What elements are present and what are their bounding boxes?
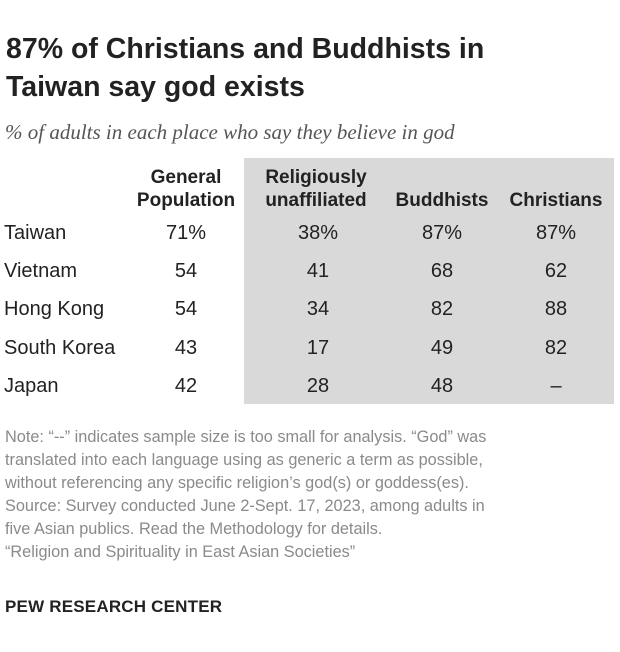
row-label-south-korea: South Korea (4, 337, 116, 359)
cell-vietnam-christians: 62 (544, 260, 568, 282)
pew-research-center-logo-text: PEW RESEARCH CENTER (5, 597, 223, 616)
cell-taiwan-buddhists: 87% (421, 222, 463, 244)
chart-title-line-1: 87% of Christians and Buddhists in (6, 33, 485, 65)
cell-south-korea-buddhists: 49 (430, 337, 454, 359)
column-header-general-population: General Population (124, 166, 248, 212)
column-header-line-2: unaffiliated (265, 190, 367, 211)
note-line: Note: “--” indicates sample size is too … (5, 428, 487, 446)
row-label-japan: Japan (4, 375, 59, 397)
column-header-christians: Christians (498, 166, 614, 212)
column-header-line-1: General (150, 167, 222, 188)
column-header-line-1: Religiously (265, 167, 367, 188)
chart-title: 87% of Christians and Buddhists in Taiwa… (6, 30, 606, 106)
source-line: Source: Survey conducted June 2-Sept. 17… (5, 497, 485, 515)
cell-south-korea-religiously-unaffiliated: 17 (306, 337, 330, 359)
column-header-line-2: Population (136, 190, 236, 211)
cell-japan-religiously-unaffiliated: 28 (306, 375, 330, 397)
row-label-taiwan: Taiwan (4, 222, 67, 244)
cell-japan-christians: – (550, 375, 562, 397)
cell-taiwan-general-population: 71% (165, 222, 207, 244)
chart-title-line-2: Taiwan say god exists (6, 71, 305, 103)
chart-subtitle: % of adults in each place who say they b… (5, 120, 455, 144)
cell-vietnam-religiously-unaffiliated: 41 (306, 260, 330, 282)
cell-taiwan-christians: 87% (535, 222, 577, 244)
source-line: five Asian publics. Read the Methodology… (5, 520, 383, 538)
cell-south-korea-christians: 82 (544, 337, 568, 359)
cell-taiwan-religiously-unaffiliated: 38% (297, 222, 339, 244)
column-header-line-2: Buddhists (395, 190, 489, 211)
report-title-line: “Religion and Spirituality in East Asian… (5, 543, 356, 561)
shaded-columns-background (244, 158, 614, 404)
cell-hong-kong-religiously-unaffiliated: 34 (306, 298, 330, 320)
cell-vietnam-buddhists: 68 (430, 260, 454, 282)
cell-vietnam-general-population: 54 (174, 260, 198, 282)
note-line: translated into each language using as g… (5, 451, 483, 469)
note-line: without referencing any specific religio… (5, 474, 469, 492)
column-header-line-2: Christians (509, 190, 603, 211)
cell-hong-kong-christians: 88 (544, 298, 568, 320)
column-header-buddhists: Buddhists (384, 166, 500, 212)
cell-japan-general-population: 42 (174, 375, 198, 397)
row-label-hong-kong: Hong Kong (4, 298, 105, 320)
cell-japan-buddhists: 48 (430, 375, 454, 397)
row-label-vietnam: Vietnam (4, 260, 78, 282)
chart-notes: Note: “--” indicates sample size is too … (5, 426, 617, 564)
cell-hong-kong-general-population: 54 (174, 298, 198, 320)
cell-south-korea-general-population: 43 (174, 337, 198, 359)
cell-hong-kong-buddhists: 82 (430, 298, 454, 320)
column-header-religiously-unaffiliated: Religiously unaffiliated (250, 166, 382, 212)
